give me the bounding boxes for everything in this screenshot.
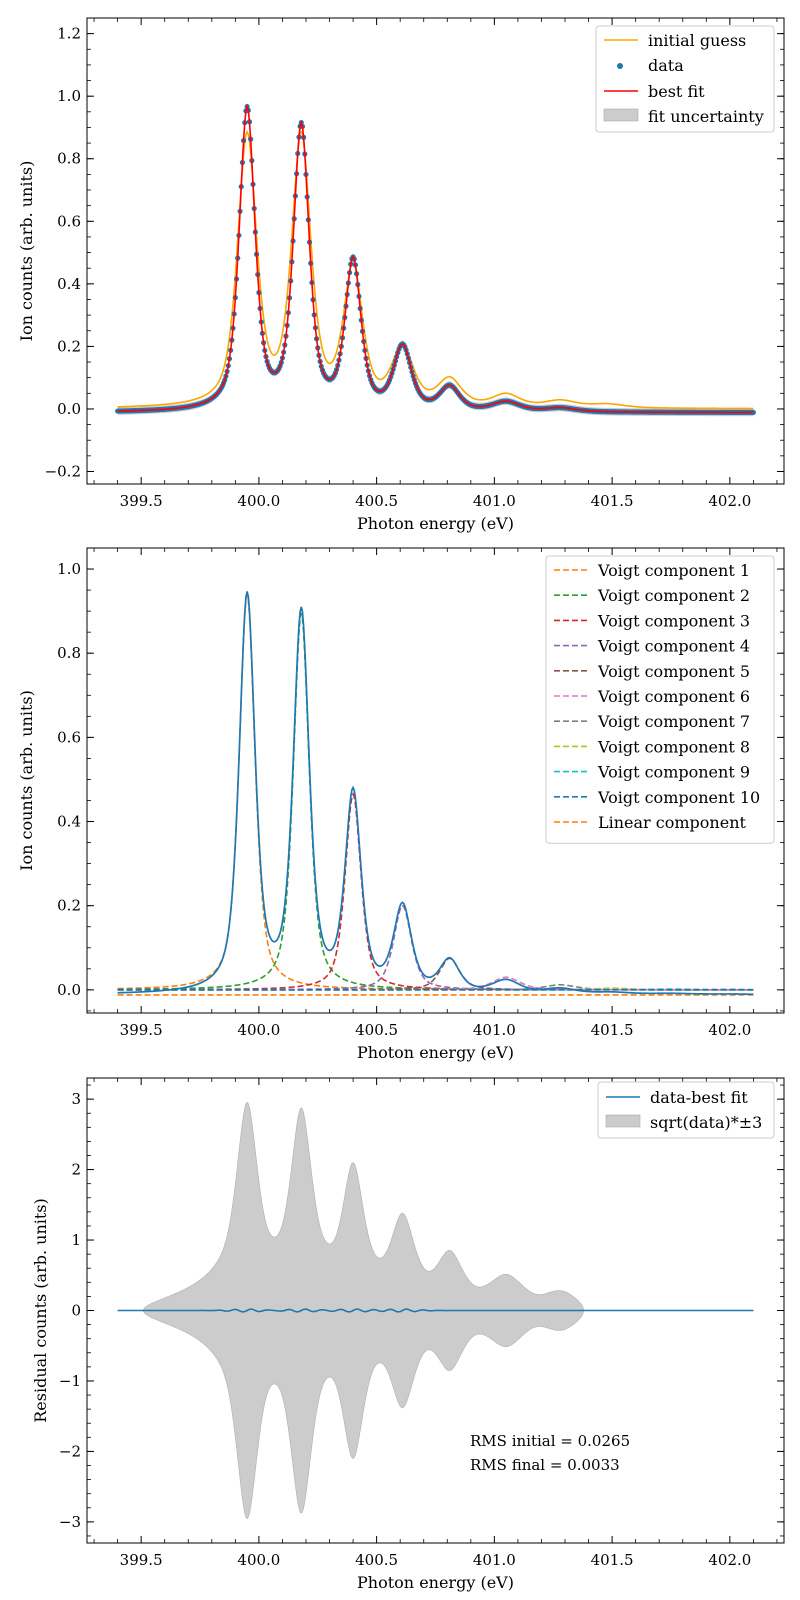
legend-label-component-7: Voigt component 7: [597, 712, 750, 731]
y-tick-label: 0.0: [57, 981, 81, 999]
x-tick-label: 401.0: [473, 1021, 516, 1039]
annotation-rms-initial: RMS initial = 0.0265: [470, 1432, 630, 1450]
x-tick-label: 399.5: [120, 1021, 163, 1039]
x-tick-label: 402.0: [708, 492, 751, 510]
panel-fit: 399.5 400.0 400.5 401.0 401.5 402.0 −0.2 0.0 0.2…: [17, 17, 785, 533]
residual-line: [117, 1308, 754, 1313]
component-line-3: [117, 792, 754, 991]
y-tick-label: 0.2: [57, 897, 81, 915]
x-axis-label: Photon energy (eV): [357, 1573, 514, 1592]
y-axis-label: Residual counts (arb. units): [31, 1198, 50, 1423]
legend-label-component-1: Voigt component 1: [597, 561, 750, 580]
y-tick-label: 2: [71, 1161, 81, 1179]
y-tick-label: 1.0: [57, 560, 81, 578]
legend-label-component-2: Voigt component 2: [597, 586, 750, 605]
legend-label-component-6: Voigt component 6: [597, 687, 750, 706]
y-tick-label: 0.4: [57, 275, 81, 293]
legend-label-component-8: Voigt component 8: [597, 737, 750, 756]
x-tick-label: 400.0: [237, 492, 280, 510]
y-tick-label: 3: [71, 1090, 81, 1108]
legend-swatch-data: [617, 63, 623, 69]
legend-label-data: data: [648, 56, 684, 75]
x-tick-label: 402.0: [708, 1021, 751, 1039]
legend-box: [545, 555, 775, 844]
x-tick-label: 399.5: [120, 492, 163, 510]
total-fit-line: [117, 591, 754, 996]
x-tick-label: 400.5: [355, 1021, 398, 1039]
y-tick-label: −0.2: [45, 462, 81, 480]
legend-label-component-3: Voigt component 3: [597, 611, 750, 630]
panel-residuals: 399.5 400.0 400.5 401.0 401.5 402.0 −3 −2 −1 0 1 2 3…: [31, 1077, 785, 1592]
best-fit-line: [117, 103, 754, 414]
y-tick-label: 1.2: [57, 25, 81, 43]
y-tick-label: −2: [59, 1442, 81, 1460]
x-axis-label: Photon energy (eV): [357, 514, 514, 533]
legend-label-component-5: Voigt component 5: [597, 662, 750, 681]
y-tick-label: 0.2: [57, 337, 81, 355]
plot-frame: [86, 547, 785, 1014]
y-tick-label: 0: [71, 1302, 81, 1320]
x-tick-label: 400.0: [237, 1021, 280, 1039]
legend-label-component-10: Voigt component 10: [597, 788, 760, 807]
x-tick-label: 401.5: [591, 492, 634, 510]
y-tick-label: 0.6: [57, 728, 81, 746]
legend-label-component-11: Linear component: [598, 813, 747, 832]
legend-components: Voigt component 1 Voigt component 2 Voigt …: [545, 555, 775, 844]
x-tick-label: 400.5: [355, 1551, 398, 1569]
legend-box: [595, 25, 775, 133]
plot-frame: [86, 17, 785, 485]
panel-components: 399.5 400.0 400.5 401.0 401.5 402.0 0.0 0.2 0.4 0…: [17, 547, 785, 1062]
y-tick-label: 0.6: [57, 212, 81, 230]
legend-label-fit-uncertainty: fit uncertainty: [648, 107, 764, 126]
y-tick-label: 0.8: [57, 644, 81, 662]
legend-label-component-9: Voigt component 9: [597, 763, 750, 782]
legend-label-component-4: Voigt component 4: [597, 637, 750, 656]
legend-residuals: data-best fit sqrt(data)*±3: [597, 1081, 775, 1139]
initial-guess-line: [117, 130, 754, 410]
legend-label-best-fit: best fit: [648, 82, 705, 101]
legend-label-initial-guess: initial guess: [648, 31, 746, 50]
y-tick-label: 0.0: [57, 400, 81, 418]
x-tick-label: 402.0: [708, 1551, 751, 1569]
x-tick-label: 400.0: [237, 1551, 280, 1569]
legend-box: [597, 1081, 775, 1139]
x-axis-label: Photon energy (eV): [357, 1043, 514, 1062]
y-axis-label: Ion counts (arb. units): [17, 161, 36, 342]
y-axis-label: Ion counts (arb. units): [17, 690, 36, 871]
legend-label-sqrt-band: sqrt(data)*±3: [650, 1113, 762, 1132]
x-tick-label: 401.0: [473, 1551, 516, 1569]
x-tick-label: 401.5: [591, 1551, 634, 1569]
y-tick-label: −3: [59, 1513, 81, 1531]
y-tick-label: 0.4: [57, 813, 81, 831]
x-tick-label: 401.5: [591, 1021, 634, 1039]
x-tick-label: 400.5: [355, 492, 398, 510]
x-tick-label: 401.0: [473, 492, 516, 510]
legend-label-data-best-fit: data-best fit: [650, 1088, 748, 1107]
y-tick-label: −1: [59, 1372, 81, 1390]
legend-swatch-sqrt-band: [605, 1114, 641, 1128]
y-tick-label: 1: [71, 1231, 81, 1249]
legend-fit: initial guess data best fit fit uncertai…: [595, 25, 775, 133]
annotation-rms-final: RMS final = 0.0033: [470, 1456, 620, 1474]
y-tick-label: 1.0: [57, 87, 81, 105]
legend-swatch-fit-uncertainty: [603, 108, 639, 122]
y-tick-label: 0.8: [57, 150, 81, 168]
x-tick-label: 399.5: [120, 1551, 163, 1569]
